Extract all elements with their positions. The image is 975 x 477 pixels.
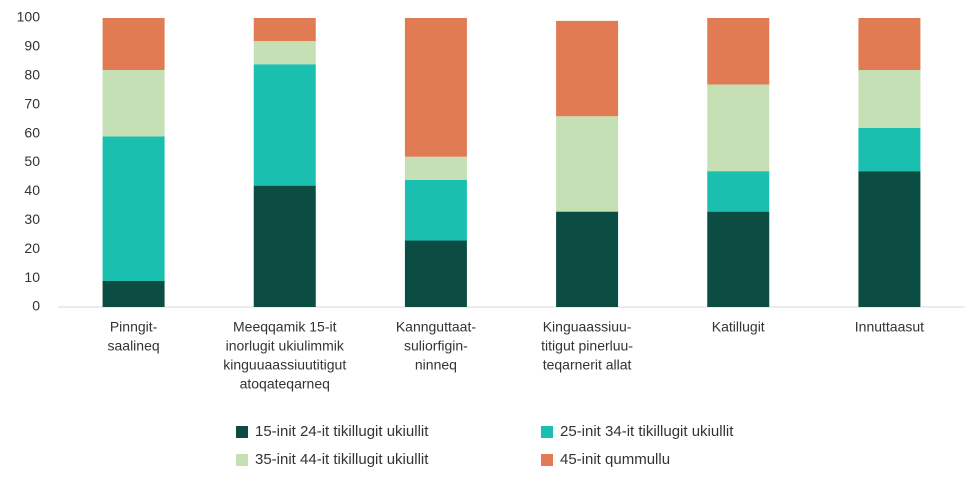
x-tick-label: saalineq bbox=[108, 338, 160, 354]
bar-segment bbox=[404, 179, 467, 241]
legend-swatch bbox=[541, 426, 553, 438]
bar-segment bbox=[102, 280, 165, 307]
y-tick-label: 100 bbox=[17, 9, 41, 25]
x-tick-label: Pinngit- bbox=[110, 319, 158, 335]
y-tick-label: 60 bbox=[24, 124, 40, 140]
bar-segment bbox=[253, 41, 316, 65]
bar-segment bbox=[102, 70, 165, 137]
bar-segment bbox=[707, 84, 770, 172]
y-tick-label: 50 bbox=[24, 153, 40, 169]
x-tick-label: Kinguaassiuu- bbox=[543, 319, 632, 335]
bar-segment bbox=[102, 18, 165, 71]
y-tick-label: 10 bbox=[24, 269, 40, 285]
y-tick-label: 40 bbox=[24, 182, 40, 198]
x-tick-label: Kannguttaat- bbox=[396, 319, 477, 335]
bar-segment bbox=[253, 185, 316, 307]
bar-segment bbox=[102, 136, 165, 281]
y-tick-label: 30 bbox=[24, 211, 40, 227]
bar-segment bbox=[253, 64, 316, 186]
x-tick-label: Meeqqamik 15-it bbox=[233, 319, 337, 335]
legend-swatch bbox=[236, 454, 248, 466]
y-tick-label: 90 bbox=[24, 38, 40, 54]
bar-segment bbox=[858, 171, 921, 307]
legend-swatch bbox=[236, 426, 248, 438]
x-tick-label: suliorfigin- bbox=[404, 338, 468, 354]
x-tick-label: kinguuaassiuutitigut bbox=[223, 357, 346, 373]
legend-label: 45-init qummullu bbox=[560, 451, 670, 468]
x-tick-label: Katillugit bbox=[712, 319, 765, 335]
x-tick-label: teqarnerit allat bbox=[543, 357, 632, 373]
y-tick-label: 0 bbox=[32, 298, 40, 314]
y-tick-label: 70 bbox=[24, 95, 40, 111]
y-tick-label: 20 bbox=[24, 240, 40, 256]
legend-label: 15-init 24-it tikillugit ukiullit bbox=[255, 423, 429, 440]
bar-segment bbox=[253, 18, 316, 42]
bar-segment bbox=[707, 171, 770, 212]
bar-segment bbox=[556, 20, 619, 117]
bar-segment bbox=[556, 116, 619, 212]
legend-label: 25-init 34-it tikillugit ukiullit bbox=[560, 423, 734, 440]
bar-segment bbox=[707, 211, 770, 307]
bar-segment bbox=[858, 70, 921, 128]
bar-segment bbox=[404, 156, 467, 180]
x-tick-label: atoqateqarneq bbox=[240, 376, 330, 392]
bar-segment bbox=[858, 127, 921, 172]
bar-segment bbox=[404, 18, 467, 157]
bar-segment bbox=[707, 18, 770, 85]
bar-segment bbox=[556, 211, 619, 307]
legend-label: 35-init 44-it tikillugit ukiullit bbox=[255, 451, 429, 468]
x-tick-label: Innuttaasut bbox=[855, 319, 924, 335]
bar-segment bbox=[858, 18, 921, 71]
bar-segment bbox=[404, 240, 467, 307]
x-tick-label: titigut pinerluu- bbox=[541, 338, 633, 354]
y-tick-label: 80 bbox=[24, 67, 40, 83]
x-tick-label: ninneq bbox=[415, 357, 457, 373]
legend-swatch bbox=[541, 454, 553, 466]
x-tick-label: inorlugit ukiulimmik bbox=[226, 338, 345, 354]
